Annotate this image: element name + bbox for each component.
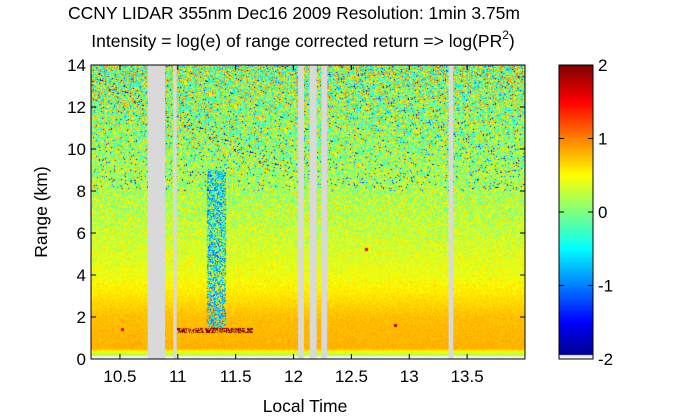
data-gap-2 [298, 65, 304, 359]
x-tick-label: 13.5 [451, 367, 484, 386]
colorbar-tick-label: 0 [598, 203, 607, 222]
colorbar: -2 -1 0 1 2 [558, 56, 613, 369]
x-tick-label: 13 [400, 367, 419, 386]
colorbar-tick-label: 1 [598, 130, 607, 149]
x-tick-label: 11 [169, 367, 187, 386]
y-tick-label: 2 [77, 308, 86, 327]
y-tick-label: 14 [67, 56, 86, 75]
data-gaps [147, 65, 454, 359]
colorbar-tick-label: -1 [598, 277, 613, 296]
y-axis-label: Range (km) [31, 166, 51, 257]
x-axis-ticks: 10.5 11 11.5 12 12.5 13 13.5 [103, 65, 484, 386]
y-axis-ticks: 0 2 4 6 8 10 12 14 [67, 56, 525, 369]
chart-subtitle-end: ) [509, 31, 515, 51]
x-tick-label: 12 [284, 367, 303, 386]
colorbar-tick-label: 2 [598, 56, 607, 75]
heatmap-plot: 10.5 11 11.5 12 12.5 13 13.5 0 2 4 6 8 10 12 14 [67, 56, 526, 386]
chart-subtitle-superscript: 2 [502, 28, 509, 42]
data-gap-0 [147, 65, 166, 359]
colorbar-gradient [559, 65, 593, 359]
y-tick-label: 8 [77, 182, 86, 201]
chart-subtitle-main: Intensity = log(e) of range corrected re… [91, 31, 502, 51]
y-tick-label: 0 [77, 350, 86, 369]
chart-subtitle: Intensity = log(e) of range corrected re… [91, 28, 515, 51]
y-tick-label: 4 [77, 266, 86, 285]
x-tick-label: 12.5 [335, 367, 368, 386]
x-tick-label: 10.5 [103, 367, 136, 386]
data-gap-5 [448, 65, 454, 359]
x-tick-label: 11.5 [220, 367, 252, 386]
y-tick-label: 10 [67, 140, 86, 159]
y-tick-label: 12 [67, 98, 86, 117]
chart-title: CCNY LIDAR 355nm Dec16 2009 Resolution: … [68, 3, 520, 23]
colorbar-tick-label: -2 [598, 350, 613, 369]
plot-frame [90, 64, 526, 360]
data-gap-1 [173, 65, 177, 359]
x-axis-label: Local Time [263, 396, 348, 416]
data-gap-4 [321, 65, 328, 359]
colorbar-ticks: -2 -1 0 1 2 [559, 56, 613, 369]
y-tick-label: 6 [77, 224, 86, 243]
data-gap-3 [309, 65, 317, 359]
